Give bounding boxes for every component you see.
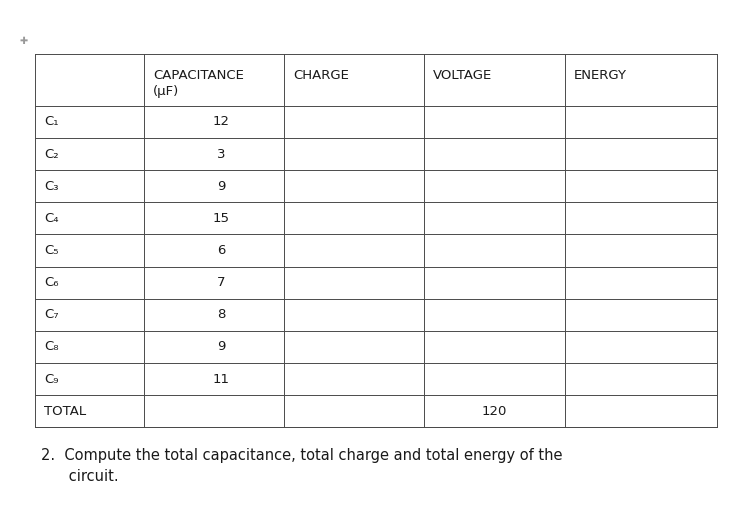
Text: 120: 120 xyxy=(482,405,507,418)
Text: 9: 9 xyxy=(217,340,226,353)
Text: C₄: C₄ xyxy=(44,212,59,225)
Text: 2.  Compute the total capacitance, total charge and total energy of the: 2. Compute the total capacitance, total … xyxy=(41,448,562,463)
Text: C₈: C₈ xyxy=(44,340,59,353)
Text: 12: 12 xyxy=(213,116,230,128)
Text: 9: 9 xyxy=(217,180,226,193)
Text: 8: 8 xyxy=(217,308,226,321)
Text: CAPACITANCE: CAPACITANCE xyxy=(153,69,244,82)
Text: C₂: C₂ xyxy=(44,148,59,161)
Text: C₃: C₃ xyxy=(44,180,59,193)
Text: C₆: C₆ xyxy=(44,276,59,289)
Text: 15: 15 xyxy=(213,212,230,225)
Text: ✚: ✚ xyxy=(19,36,28,47)
Text: VOLTAGE: VOLTAGE xyxy=(433,69,492,82)
Text: CHARGE: CHARGE xyxy=(293,69,349,82)
Text: C₇: C₇ xyxy=(44,308,59,321)
Text: TOTAL: TOTAL xyxy=(44,405,86,418)
Text: 11: 11 xyxy=(213,372,230,385)
Text: 7: 7 xyxy=(217,276,226,289)
Text: C₅: C₅ xyxy=(44,244,59,257)
Text: (μF): (μF) xyxy=(153,85,179,98)
Text: 3: 3 xyxy=(217,148,226,161)
Text: circuit.: circuit. xyxy=(41,469,118,484)
Text: C₉: C₉ xyxy=(44,372,59,385)
Text: ENERGY: ENERGY xyxy=(573,69,627,82)
Text: 6: 6 xyxy=(217,244,226,257)
Text: C₁: C₁ xyxy=(44,116,59,128)
